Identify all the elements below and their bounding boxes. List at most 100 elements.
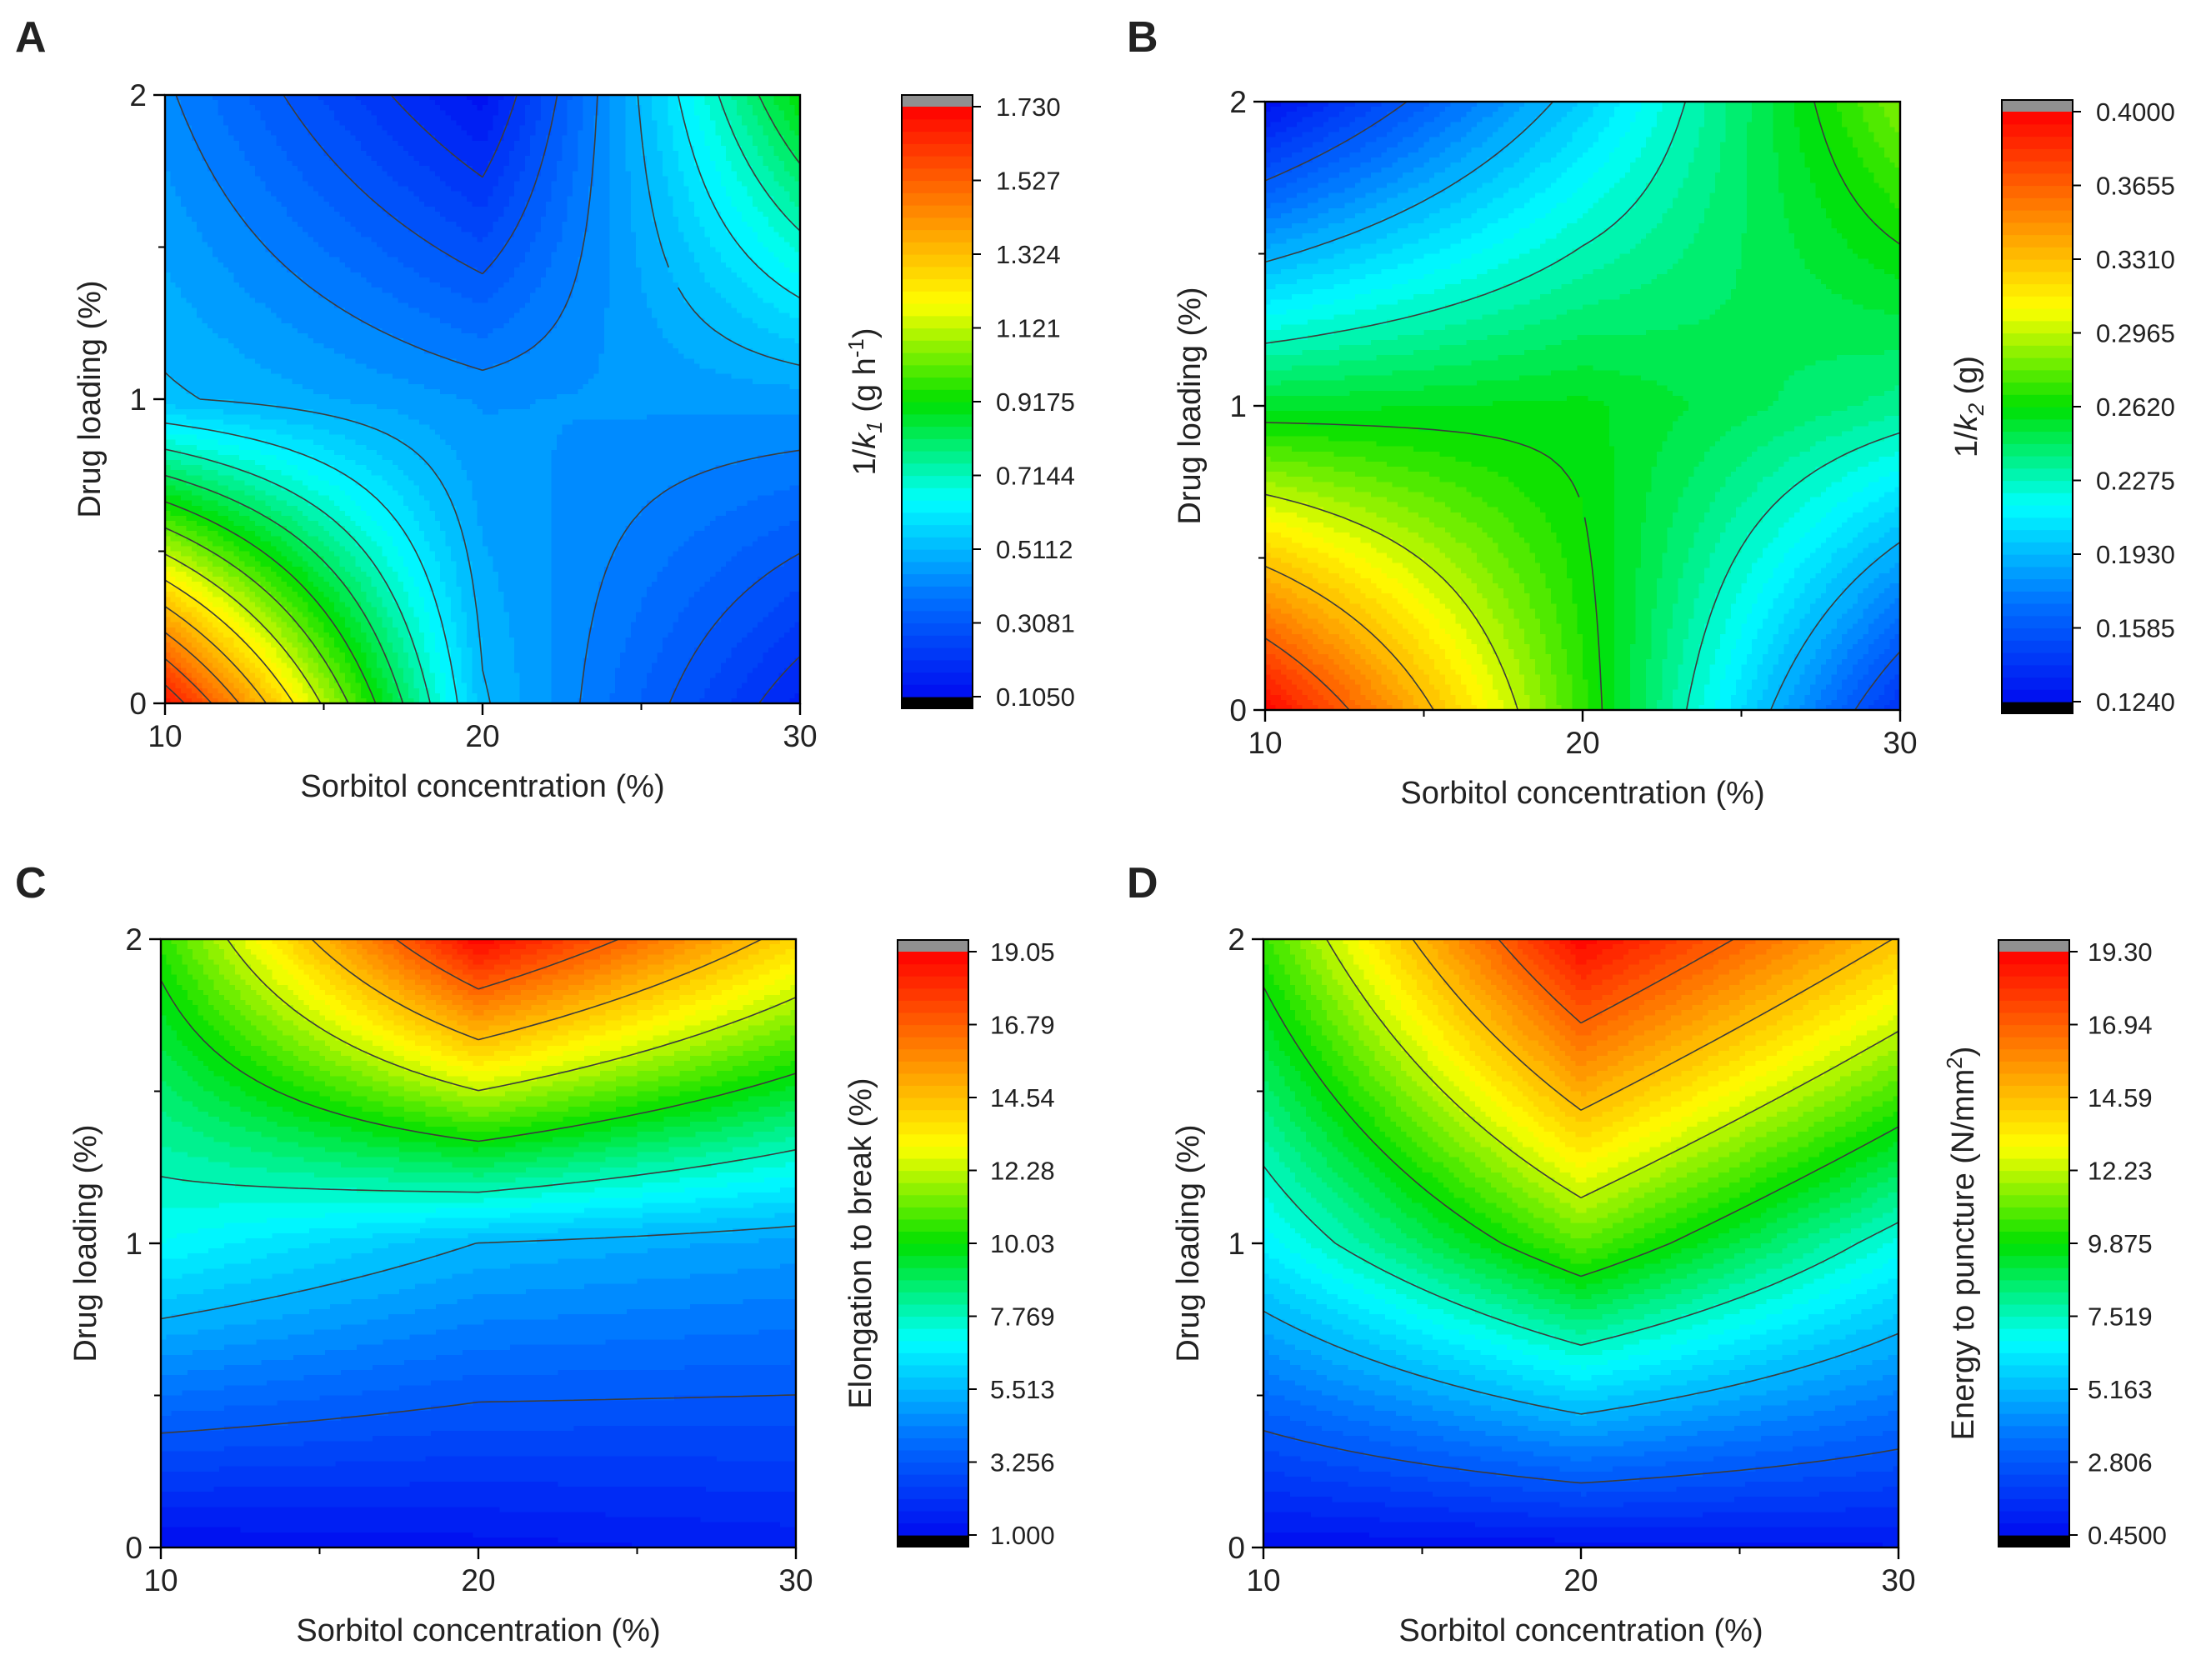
y-tick-label: 1 — [125, 1227, 143, 1261]
colorbar-band — [1998, 1231, 2069, 1244]
colorbar-band — [1998, 1340, 2069, 1353]
colorbar-title-end: ) — [1946, 1047, 1981, 1058]
colorbar-tick-label: 12.28 — [990, 1157, 1055, 1186]
colorbar-band — [2002, 480, 2073, 493]
colorbar-band — [1998, 963, 2069, 977]
colorbar-band — [902, 217, 973, 231]
panel-a: A 10 20 30 0 1 2 Sorbitol concentration (%) Drug… — [15, 13, 1075, 804]
colorbar-tick-label: 0.5112 — [996, 535, 1073, 564]
colorbar-tick-label: 0.9175 — [996, 388, 1075, 417]
colorbar-band — [2002, 308, 2073, 322]
colorbar-band — [898, 1231, 968, 1244]
colorbar-title: 1/k1 (g h-1) — [843, 328, 887, 476]
colorbar-band — [2002, 418, 2073, 432]
contour-line — [1263, 1310, 1899, 1415]
x-tick-label: 10 — [1246, 1563, 1280, 1598]
colorbar-tick-label: 9.875 — [2088, 1229, 2153, 1258]
colorbar-band — [902, 205, 973, 218]
colorbar-band — [2002, 123, 2073, 138]
colorbar-band — [902, 254, 973, 268]
colorbar-band — [898, 1486, 968, 1499]
colorbar-band — [2002, 456, 2073, 469]
colorbar-band — [898, 1279, 968, 1292]
colorbar-band — [902, 610, 973, 624]
contour-line — [160, 979, 797, 1142]
x-tick-label: 10 — [148, 719, 182, 753]
colorbar-tick-label: 16.79 — [990, 1011, 1055, 1040]
colorbar-band — [902, 168, 973, 182]
colorbar-tick-label: 19.05 — [990, 938, 1055, 967]
colorbar-band — [2002, 394, 2073, 408]
colorbar-title-sub: 2 — [1963, 402, 1988, 416]
colorbar-band — [2002, 677, 2073, 690]
colorbar-band — [1998, 1498, 2069, 1512]
contour-line — [395, 938, 619, 990]
colorbar-band — [902, 266, 973, 280]
colorbar-band — [1998, 1146, 2069, 1159]
contour-line — [227, 938, 797, 1092]
colorbar-band — [898, 1146, 968, 1159]
contour-line — [160, 1394, 797, 1434]
x-tick-label: 30 — [778, 1563, 813, 1598]
colorbar-band — [898, 1510, 968, 1524]
colorbar-tick-label: 0.3081 — [996, 609, 1075, 638]
colorbar-band — [902, 426, 973, 439]
panel-letter: C — [15, 859, 47, 908]
colorbar-band — [902, 622, 973, 636]
colorbar-band — [898, 1522, 968, 1536]
colorbar-band — [1998, 1401, 2069, 1414]
colorbar-band — [902, 561, 973, 575]
colorbar-band — [2002, 172, 2073, 187]
x-tick-label: 30 — [1883, 726, 1917, 760]
x-tick-label: 20 — [1563, 1563, 1598, 1598]
colorbar-tick-label: 14.59 — [2088, 1083, 2153, 1112]
colorbar-band — [2002, 640, 2073, 653]
colorbar-band — [2002, 542, 2073, 555]
colorbar-band — [902, 684, 973, 698]
colorbar-band — [2002, 112, 2073, 125]
x-tick-label: 20 — [461, 1563, 495, 1598]
colorbar-band — [898, 1328, 968, 1342]
colorbar-underflow — [2002, 702, 2073, 713]
colorbar-title-end: ) — [848, 328, 883, 339]
contour-line — [164, 94, 801, 704]
contour-line — [1263, 986, 1899, 1278]
colorbar-band — [2002, 529, 2073, 542]
colorbar-band — [2002, 234, 2073, 248]
colorbar-tick-label: 3.256 — [990, 1448, 1055, 1478]
colorbar-band — [902, 242, 973, 255]
colorbar-band — [2002, 431, 2073, 444]
colorbar-band — [902, 475, 973, 488]
colorbar-band — [902, 573, 973, 587]
colorbar-band — [1998, 1012, 2069, 1026]
contour-line — [164, 658, 213, 704]
colorbar-band — [2002, 407, 2073, 420]
y-tick-label: 2 — [125, 922, 143, 957]
colorbar-band — [2002, 492, 2073, 506]
colorbar-title-prefix: 1/ — [848, 448, 883, 475]
colorbar-band — [1998, 1425, 2069, 1438]
colorbar-tick-label: 0.2275 — [2096, 467, 2175, 496]
colorbar-band — [902, 537, 973, 550]
colorbar-title-var: k — [848, 432, 883, 449]
colorbar: 19.30 16.94 14.59 12.23 9.875 7.519 5.163 2.806… — [1942, 938, 2167, 1550]
colorbar-title: 1/k2 (g) — [1949, 356, 1988, 458]
colorbar-band — [902, 586, 973, 599]
colorbar-band — [2002, 591, 2073, 604]
colorbar-overflow — [2002, 100, 2073, 112]
colorbar-band — [2002, 198, 2073, 211]
colorbar-band — [902, 278, 973, 292]
colorbar-band — [2002, 382, 2073, 395]
colorbar-band — [902, 635, 973, 648]
colorbar-band — [1998, 1352, 2069, 1366]
colorbar-tick-label: 0.1930 — [2096, 540, 2175, 569]
contour-line — [1264, 493, 1519, 711]
colorbar-tick-label: 1.324 — [996, 240, 1061, 269]
colorbar-band — [1998, 1072, 2069, 1087]
colorbar-band — [1998, 1328, 2069, 1342]
colorbar-band — [902, 315, 973, 329]
colorbar-band — [1998, 988, 2069, 1001]
colorbar-band — [898, 1425, 968, 1438]
colorbar-band — [2002, 320, 2073, 334]
colorbar-band — [898, 1207, 968, 1220]
